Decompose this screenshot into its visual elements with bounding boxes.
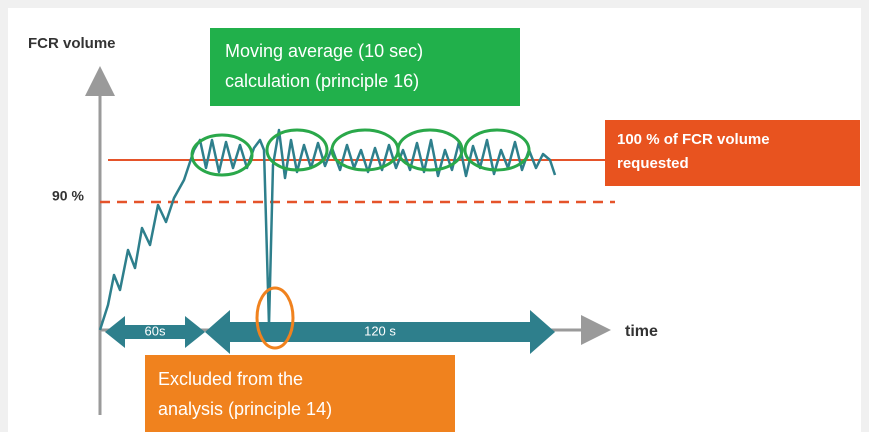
x-axis-label: time <box>625 323 658 340</box>
box-text: 100 % of FCR volume <box>617 131 770 148</box>
average-window <box>463 128 531 172</box>
box-text: Moving average (10 sec) <box>225 41 423 61</box>
interval-arrow-60 <box>105 316 205 348</box>
average-window <box>265 128 329 172</box>
box-text: Excluded from the <box>158 369 303 389</box>
box-text: requested <box>617 155 689 172</box>
interval-arrow-120 <box>205 310 555 354</box>
average-window <box>396 128 464 172</box>
requested-box <box>605 120 860 186</box>
interval-label: 60s <box>145 323 166 338</box>
interval-label: 120 s <box>364 323 396 338</box>
box-text: calculation (principle 16) <box>225 71 419 91</box>
moving-average-box <box>210 28 520 106</box>
average-window <box>190 133 254 177</box>
threshold-label: 90 % <box>52 188 84 204</box>
excluded-box <box>145 355 455 432</box>
y-axis-label: FCR volume <box>28 35 116 52</box>
excluded-marker <box>255 286 295 350</box>
box-text: analysis (principle 14) <box>158 399 332 419</box>
